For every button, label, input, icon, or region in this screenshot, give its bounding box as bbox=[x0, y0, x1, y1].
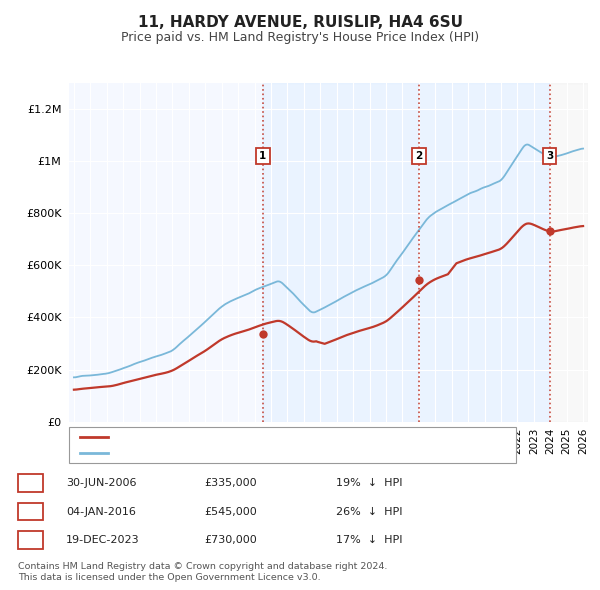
Bar bbox=[550, 83, 588, 422]
Text: Contains HM Land Registry data © Crown copyright and database right 2024.
This d: Contains HM Land Registry data © Crown c… bbox=[18, 562, 388, 582]
Text: 2: 2 bbox=[27, 507, 34, 516]
Bar bbox=[550, 83, 588, 422]
Text: 11, HARDY AVENUE, RUISLIP, HA4 6SU (detached house): 11, HARDY AVENUE, RUISLIP, HA4 6SU (deta… bbox=[113, 432, 428, 442]
Text: HPI: Average price, detached house, Hillingdon: HPI: Average price, detached house, Hill… bbox=[113, 448, 376, 458]
Text: 1: 1 bbox=[27, 478, 34, 488]
Text: Price paid vs. HM Land Registry's House Price Index (HPI): Price paid vs. HM Land Registry's House … bbox=[121, 31, 479, 44]
Text: 2: 2 bbox=[416, 150, 423, 160]
Text: 30-JUN-2006: 30-JUN-2006 bbox=[66, 478, 137, 488]
Bar bbox=[263, 83, 550, 422]
Text: £545,000: £545,000 bbox=[204, 507, 257, 516]
Text: 19-DEC-2023: 19-DEC-2023 bbox=[66, 535, 140, 545]
Text: 04-JAN-2016: 04-JAN-2016 bbox=[66, 507, 136, 516]
Text: 3: 3 bbox=[546, 150, 553, 160]
Text: 1: 1 bbox=[259, 150, 266, 160]
Bar bbox=[550, 83, 588, 422]
Text: £335,000: £335,000 bbox=[204, 478, 257, 488]
Text: 3: 3 bbox=[27, 535, 34, 545]
Text: 19%  ↓  HPI: 19% ↓ HPI bbox=[336, 478, 403, 488]
Text: 11, HARDY AVENUE, RUISLIP, HA4 6SU: 11, HARDY AVENUE, RUISLIP, HA4 6SU bbox=[137, 15, 463, 30]
Text: £730,000: £730,000 bbox=[204, 535, 257, 545]
Text: 26%  ↓  HPI: 26% ↓ HPI bbox=[336, 507, 403, 516]
Text: 17%  ↓  HPI: 17% ↓ HPI bbox=[336, 535, 403, 545]
